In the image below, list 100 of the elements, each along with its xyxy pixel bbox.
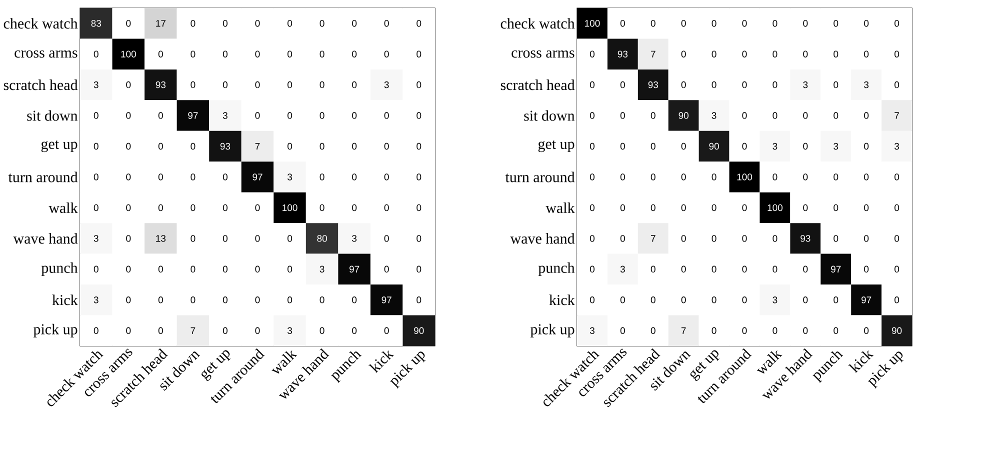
data-label: 0: [126, 204, 131, 212]
data-label: 0: [288, 266, 292, 273]
data-label: 0: [255, 266, 260, 273]
data-label: 0: [742, 20, 747, 27]
data-label: 0: [742, 204, 747, 212]
data-label: 0: [742, 142, 747, 150]
data-label: 0: [384, 266, 389, 273]
data-label: 0: [834, 296, 838, 304]
data-label: 0: [288, 142, 292, 150]
data-label: 3: [803, 81, 808, 88]
data-label: 0: [288, 81, 292, 88]
data-label: 0: [320, 296, 324, 304]
data-label: 93: [800, 235, 810, 242]
data-label: 97: [831, 266, 841, 273]
x-tick-label: get up: [202, 350, 231, 381]
data-label: 0: [190, 204, 196, 212]
data-label: 0: [650, 174, 656, 180]
data-label: 0: [94, 204, 98, 212]
data-label: 0: [384, 235, 389, 242]
data-label: 0: [772, 266, 778, 273]
y-tick-label: turn around: [505, 172, 575, 182]
data-label: 0: [650, 327, 656, 334]
y-tick-label: get up: [538, 140, 574, 152]
data-label: 0: [255, 204, 260, 212]
data-label: 100: [585, 20, 600, 27]
data-label: 0: [712, 266, 716, 273]
data-label: 0: [803, 174, 808, 180]
y-tick-label: pick up: [530, 324, 574, 338]
data-label: 93: [156, 81, 166, 88]
data-label: 0: [590, 266, 595, 273]
data-label: 0: [222, 327, 228, 334]
data-label: 97: [862, 296, 872, 304]
data-label: 0: [803, 50, 808, 58]
data-label: 0: [864, 266, 869, 273]
data-label: 0: [864, 50, 869, 58]
data-label: 0: [384, 112, 389, 119]
data-label: 3: [288, 174, 292, 180]
data-label: 0: [590, 112, 595, 119]
data-label: 0: [681, 266, 686, 273]
data-label: 0: [894, 204, 900, 212]
data-label: 0: [158, 50, 163, 58]
data-label: 0: [126, 174, 131, 180]
data-label: 3: [772, 142, 778, 150]
data-label: 0: [320, 327, 324, 334]
data-label: 3: [864, 81, 869, 88]
data-label: 0: [650, 204, 656, 212]
data-label: 100: [121, 50, 136, 58]
data-label: 0: [222, 20, 228, 27]
data-label: 0: [803, 266, 808, 273]
y-tick-label: cross arms: [14, 50, 78, 58]
data-label: 0: [620, 327, 625, 334]
data-label: 0: [352, 81, 357, 88]
data-label: 0: [894, 174, 900, 180]
data-label: 3: [94, 296, 98, 304]
data-label: 13: [156, 235, 166, 242]
data-label: 0: [803, 112, 808, 119]
y-tick-label: sit down: [524, 110, 575, 121]
data-label: 0: [190, 266, 196, 273]
data-label: 93: [220, 142, 230, 150]
data-label: 0: [803, 327, 808, 334]
data-label: 93: [618, 50, 628, 58]
data-label: 0: [772, 112, 778, 119]
data-label: 0: [126, 296, 131, 304]
data-label: 0: [742, 266, 747, 273]
y-tick-label: wave hand: [13, 233, 78, 244]
data-label: 0: [712, 20, 716, 27]
data-label: 0: [222, 204, 228, 212]
data-label: 97: [252, 174, 262, 180]
data-label: 7: [894, 112, 899, 119]
data-label: 0: [416, 81, 422, 88]
data-label: 90: [892, 327, 902, 334]
data-label: 0: [416, 142, 422, 150]
data-label: 0: [384, 204, 389, 212]
data-label: 0: [126, 112, 131, 119]
data-label: 0: [352, 327, 357, 334]
data-label: 0: [288, 50, 292, 58]
data-label: 3: [94, 235, 98, 242]
data-label: 3: [384, 81, 389, 88]
data-label: 0: [222, 266, 228, 273]
y-tick-label: scratch head: [500, 80, 575, 90]
data-label: 0: [288, 112, 292, 119]
data-label: 0: [255, 20, 260, 27]
data-label: 0: [834, 50, 838, 58]
data-label: 0: [222, 50, 228, 58]
data-label: 0: [288, 235, 292, 242]
data-label: 0: [255, 81, 260, 88]
data-label: 0: [416, 296, 422, 304]
data-label: 0: [772, 235, 778, 242]
data-label: 0: [620, 174, 625, 180]
data-label: 0: [190, 20, 196, 27]
data-label: 0: [126, 235, 131, 242]
data-label: 0: [384, 142, 389, 150]
data-label: 0: [352, 112, 357, 119]
data-label: 0: [416, 204, 422, 212]
data-label: 0: [620, 296, 625, 304]
data-label: 0: [742, 327, 747, 334]
data-label: 0: [712, 174, 716, 180]
data-label: 0: [384, 327, 389, 334]
y-tick-label: walk: [48, 202, 78, 213]
data-label: 0: [590, 235, 595, 242]
